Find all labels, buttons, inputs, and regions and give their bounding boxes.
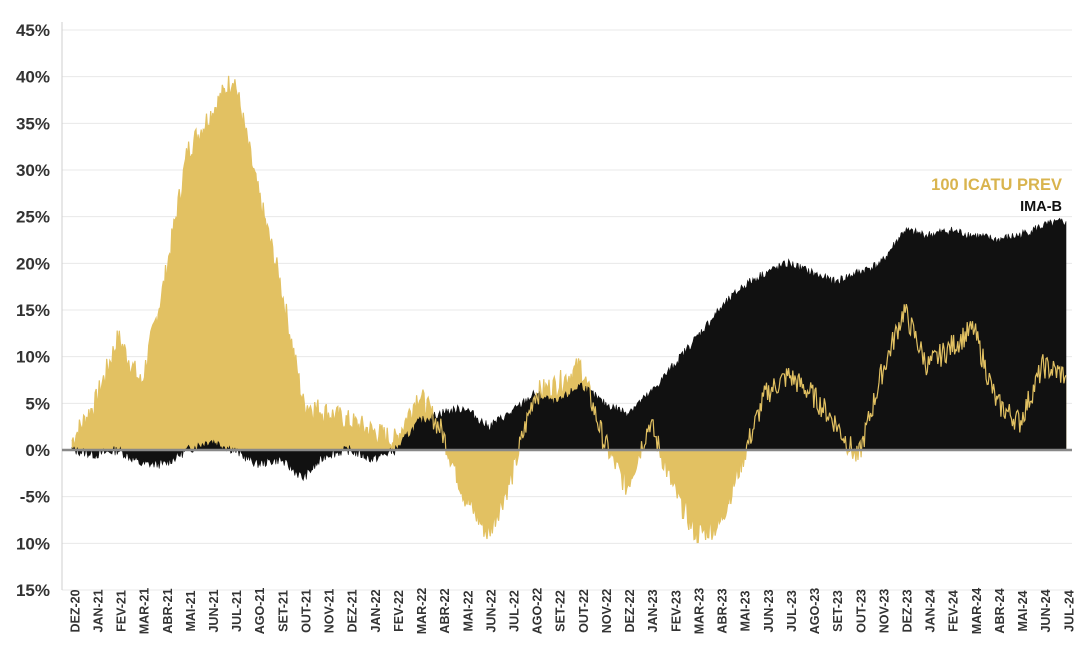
x-tick-label: NOV-23 [877,589,891,634]
x-tick-label: JAN-21 [91,589,105,632]
y-tick-label: 40% [16,68,50,87]
x-tick-label: AGO-22 [531,588,545,635]
legend-label-100-icatu-prev: 100 ICATU PREV [931,176,1062,194]
x-tick-label: JAN-24 [924,589,938,632]
x-tick-label: JUN-22 [484,589,498,632]
x-tick-label: JUL-24 [1062,590,1076,632]
legend-label-ima-b: IMA-B [1020,199,1062,215]
y-tick-label: 15% [16,301,50,320]
x-tick-label: ABR-24 [993,588,1007,633]
series-areas [71,75,1067,544]
x-tick-label: MAI-24 [1016,590,1030,631]
x-tick-label: FEV-21 [115,590,129,632]
x-tick-label: SET-21 [276,590,290,632]
x-tick-label: AGO-23 [808,588,822,635]
x-tick-label: JUN-24 [1039,589,1053,632]
x-tick-label: ABR-22 [438,588,452,633]
x-tick-label: OUT-21 [299,589,313,633]
line-series-100-icatu-prev [71,75,1067,544]
x-tick-label: MAI-21 [184,590,198,631]
y-tick-label: 15% [16,581,50,600]
x-tick-label: JAN-22 [369,589,383,632]
x-tick-label: JUN-23 [762,589,776,632]
y-axis-ticks: 45% 40% 35% 30% 25% 20% 15% 10% 5% 0% -5% 10% 15% [16,21,50,600]
x-tick-label: JAN-23 [646,589,660,632]
x-tick-label: ABR-21 [161,588,175,633]
x-tick-label: MAI-22 [461,590,475,631]
y-tick-label: 5% [25,394,50,413]
x-tick-label: OUT-22 [577,589,591,633]
x-tick-label: JUL-21 [230,590,244,632]
y-tick-label: 35% [16,114,50,133]
x-tick-label: DEZ-20 [68,589,82,632]
y-tick-label: 0% [25,441,50,460]
x-tick-label: SET-23 [831,590,845,632]
x-tick-label: NOV-21 [323,589,337,634]
y-tick-label: 45% [16,21,50,40]
x-tick-label: MAR-21 [138,588,152,635]
x-tick-label: DEZ-21 [346,589,360,632]
x-tick-label: OUT-23 [854,589,868,633]
x-tick-label: ABR-23 [716,588,730,633]
y-tick-label: 25% [16,208,50,227]
y-tick-label: -5% [20,488,50,507]
x-tick-label: FEV-23 [669,590,683,632]
x-tick-label: FEV-24 [947,590,961,632]
x-tick-label: SET-22 [554,590,568,632]
x-tick-label: NOV-22 [600,589,614,634]
x-tick-label: DEZ-23 [900,589,914,632]
y-tick-label: 10% [16,534,50,553]
x-tick-label: AGO-21 [253,588,267,635]
y-tick-label: 30% [16,161,50,180]
y-tick-label: 10% [16,348,50,367]
x-axis-ticks: DEZ-20 JAN-21 FEV-21 MAR-21 ABR-21 MAI-21 JUN-… [68,588,1076,635]
x-tick-label: DEZ-22 [623,589,637,632]
x-tick-label: MAR-22 [415,588,429,635]
x-tick-label: JUN-21 [207,589,221,632]
x-tick-label: MAR-23 [692,588,706,635]
x-tick-label: MAR-24 [970,588,984,635]
x-tick-label: FEV-22 [392,590,406,632]
y-tick-label: 20% [16,254,50,273]
legend: 100 ICATU PREV IMA-B [931,176,1062,215]
x-tick-label: JUL-22 [508,590,522,632]
x-tick-label: JUL-23 [785,590,799,632]
x-tick-label: MAI-23 [739,590,753,631]
